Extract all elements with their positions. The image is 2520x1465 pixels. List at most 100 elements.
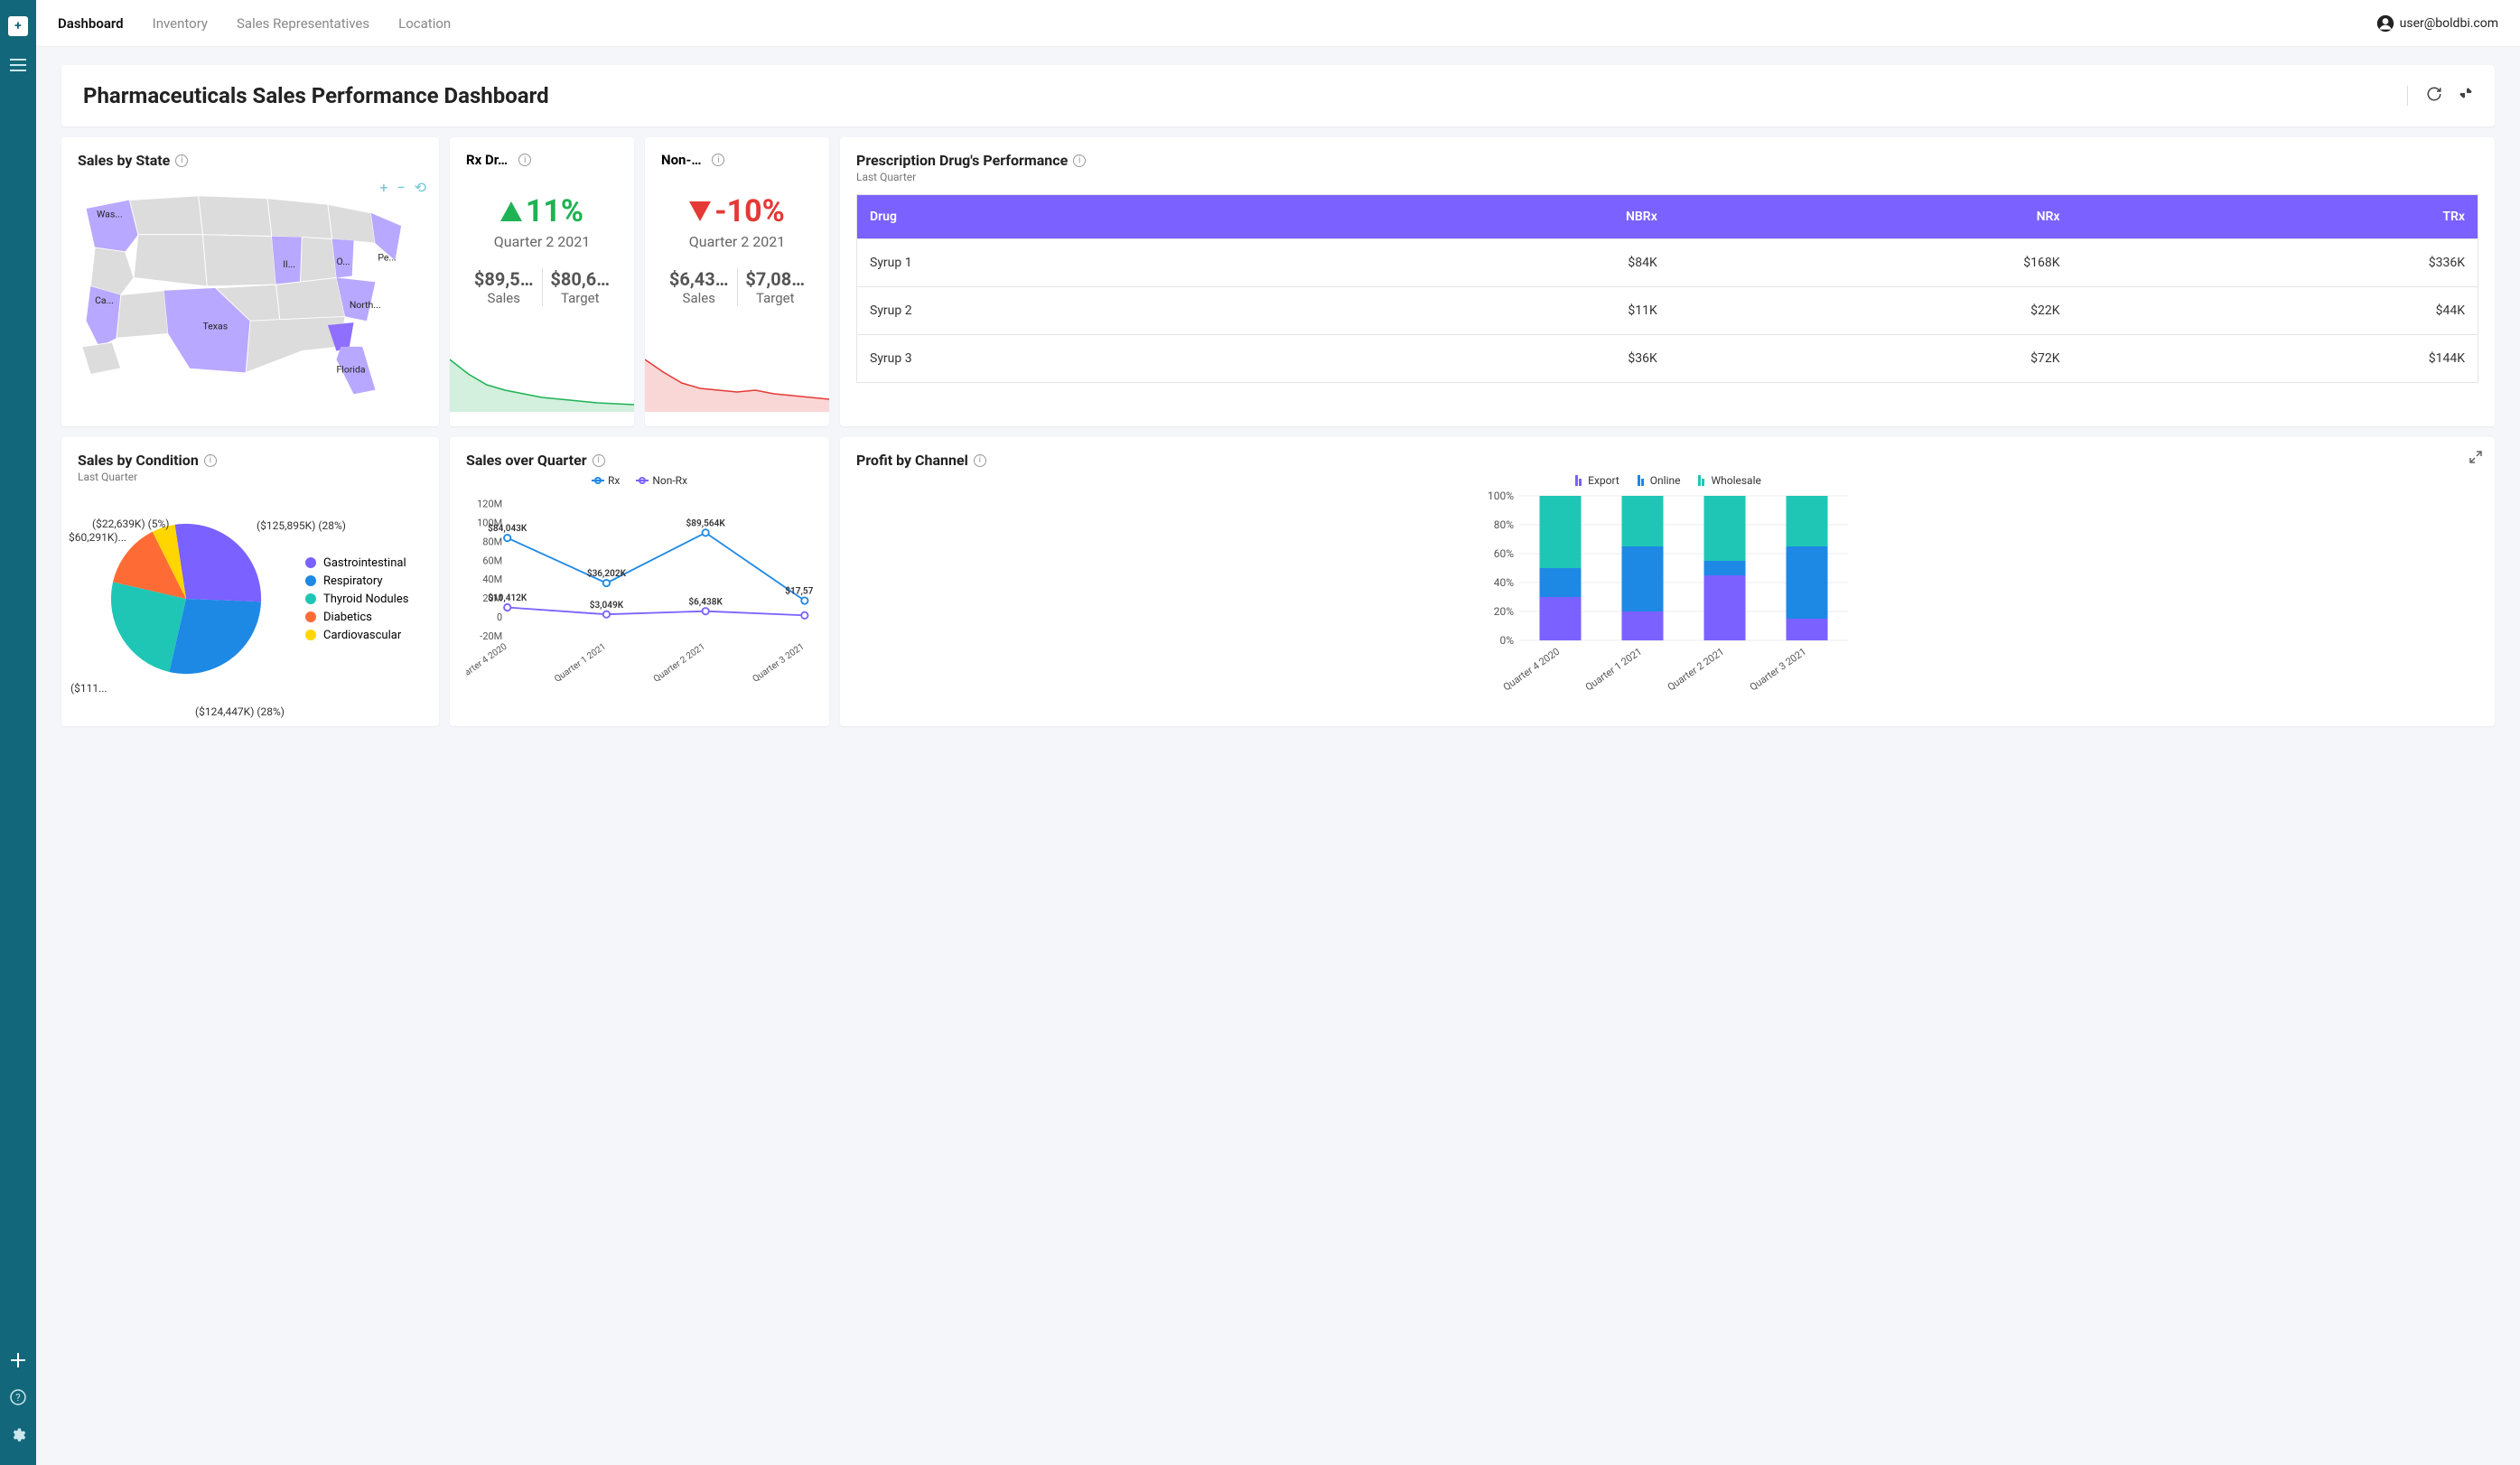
add-icon[interactable] <box>11 1353 25 1371</box>
card-title: Sales over Quarter <box>466 452 587 469</box>
legend-item[interactable]: Online <box>1636 474 1681 487</box>
svg-text:Was...: Was... <box>97 209 123 220</box>
collapse-icon[interactable] <box>2459 86 2473 106</box>
zoom-out-icon[interactable]: − <box>397 179 405 196</box>
card-title: Non-… <box>661 152 701 168</box>
app-logo[interactable]: + <box>8 16 28 36</box>
expand-icon[interactable] <box>2469 450 2482 467</box>
kpi-target-label: Target <box>738 290 814 306</box>
card-kpi-nonrx: Non-…i -10% Quarter 2 2021 $6,43…Sales $… <box>645 137 829 426</box>
card-sales-over-quarter: Sales over Quarteri RxNon-Rx -20M020M40M… <box>450 437 829 726</box>
info-icon[interactable]: i <box>518 154 531 166</box>
legend-item[interactable]: Respiratory <box>305 574 408 588</box>
sidebar: + ? <box>0 0 36 1465</box>
svg-text:60M: 60M <box>482 555 502 566</box>
kpi-sales-value: $89,5… <box>466 268 542 290</box>
legend-item[interactable]: Export <box>1573 474 1619 487</box>
svg-text:$89,564K: $89,564K <box>686 517 726 528</box>
kpi-sales-label: Sales <box>661 290 737 306</box>
info-icon[interactable]: i <box>593 454 605 467</box>
info-icon[interactable]: i <box>1073 154 1086 167</box>
legend-item[interactable]: Rx <box>592 474 620 487</box>
svg-text:Quarter 1 2021: Quarter 1 2021 <box>1583 646 1644 694</box>
tab-location[interactable]: Location <box>398 3 451 44</box>
svg-text:60%: 60% <box>1494 547 1514 560</box>
table-row[interactable]: Syrup 2$11K$22K$44K <box>857 287 2478 335</box>
svg-text:Quarter 4 2020: Quarter 4 2020 <box>466 641 509 685</box>
pie-slice-label: ($22,639K) (5%) <box>92 518 169 530</box>
card-sales-by-state: Sales by State i + − ⟲ <box>61 137 439 426</box>
svg-text:Florida: Florida <box>337 364 366 376</box>
info-icon[interactable]: i <box>175 154 188 167</box>
svg-text:$6,438K: $6,438K <box>688 595 723 607</box>
svg-text:Ca...: Ca... <box>95 294 114 306</box>
rx-table: DrugNBRxNRxTRxSyrup 1$84K$168K$336KSyrup… <box>856 194 2478 383</box>
card-title: Rx Dr… <box>466 152 508 168</box>
card-title: Profit by Channel <box>856 452 968 469</box>
card-title: Sales by Condition <box>78 452 199 469</box>
legend-item[interactable]: Cardiovascular <box>305 629 408 642</box>
help-icon[interactable]: ? <box>10 1389 26 1409</box>
card-title: Sales by State <box>78 152 170 169</box>
tab-sales-reps[interactable]: Sales Representatives <box>237 3 369 44</box>
svg-text:40M: 40M <box>482 574 502 585</box>
tab-inventory[interactable]: Inventory <box>153 3 208 44</box>
table-header: NRx <box>1670 195 2073 239</box>
card-subtitle: Last Quarter <box>856 171 2478 183</box>
pie-chart: ($125,895K) (28%)($124,447K) (28%)($111.… <box>78 490 294 707</box>
user-menu[interactable]: user@boldbi.com <box>2376 14 2498 33</box>
kpi-percent: -10% <box>661 193 813 229</box>
legend-item[interactable]: Gastrointestinal <box>305 556 408 570</box>
svg-text:$36,202K: $36,202K <box>587 567 627 579</box>
card-subtitle: Last Quarter <box>78 471 423 483</box>
hamburger-icon[interactable] <box>10 58 26 75</box>
svg-text:0%: 0% <box>1499 634 1514 647</box>
svg-text:Quarter 2 2021: Quarter 2 2021 <box>1666 646 1726 694</box>
pie-legend: Gastrointestinal Respiratory Thyroid Nodul… <box>305 552 408 647</box>
info-icon[interactable]: i <box>712 154 724 166</box>
svg-text:Quarter 1 2021: Quarter 1 2021 <box>553 642 608 685</box>
us-map[interactable]: Was... Ca... Texas Il... O... Pe... Nort… <box>78 169 423 404</box>
svg-text:$3,049K: $3,049K <box>590 599 624 611</box>
user-email: user@boldbi.com <box>2400 16 2498 31</box>
tab-dashboard[interactable]: Dashboard <box>58 3 124 44</box>
pie-slice-label: ($125,895K) (28%) <box>257 519 346 532</box>
legend-item[interactable]: Wholesale <box>1696 474 1760 487</box>
kpi-sales-label: Sales <box>466 290 542 306</box>
topbar: Dashboard Inventory Sales Representative… <box>36 0 2520 47</box>
svg-text:40%: 40% <box>1494 576 1514 589</box>
svg-text:Il...: Il... <box>283 258 295 270</box>
reset-icon[interactable]: ⟲ <box>415 179 426 196</box>
legend-item[interactable]: Non-Rx <box>636 474 687 487</box>
refresh-icon[interactable] <box>2426 86 2442 106</box>
legend-item[interactable]: Diabetics <box>305 611 408 624</box>
svg-text:O...: O... <box>337 256 350 267</box>
svg-text:0: 0 <box>497 611 502 623</box>
svg-text:80M: 80M <box>482 536 502 547</box>
user-icon <box>2376 14 2394 33</box>
card-profit-by-channel: Profit by Channel i Export Online Wholesale… <box>840 437 2495 726</box>
sparkline <box>450 358 634 412</box>
bar-chart: 0%20%40%60%80%100%Quarter 4 2020Quarter … <box>856 487 2478 695</box>
svg-text:20%: 20% <box>1494 605 1514 618</box>
triangle-down-icon <box>689 201 711 221</box>
svg-text:?: ? <box>15 1392 20 1404</box>
svg-text:-20M: -20M <box>480 630 502 642</box>
gear-icon[interactable] <box>10 1427 26 1447</box>
legend-item[interactable]: Thyroid Nodules <box>305 593 408 606</box>
svg-text:Quarter 3 2021: Quarter 3 2021 <box>751 642 807 685</box>
info-icon[interactable]: i <box>204 454 217 467</box>
kpi-target-value: $80,6… <box>543 268 619 290</box>
svg-text:Pe...: Pe... <box>378 251 396 263</box>
sparkline <box>645 358 829 412</box>
svg-text:Quarter 4 2020: Quarter 4 2020 <box>1501 646 1562 694</box>
zoom-in-icon[interactable]: + <box>379 179 387 196</box>
table-row[interactable]: Syrup 3$36K$72K$144K <box>857 335 2478 383</box>
svg-text:$10,412K: $10,412K <box>488 592 527 603</box>
table-row[interactable]: Syrup 1$84K$168K$336K <box>857 239 2478 287</box>
info-icon[interactable]: i <box>974 454 986 467</box>
nav-tabs: Dashboard Inventory Sales Representative… <box>58 3 451 44</box>
line-chart: -20M020M40M60M80M100M120MQuarter 4 2020Q… <box>466 487 813 695</box>
page-header: Pharmaceuticals Sales Performance Dashbo… <box>61 65 2495 126</box>
card-rx-performance: Prescription Drug's Performancei Last Qu… <box>840 137 2495 426</box>
